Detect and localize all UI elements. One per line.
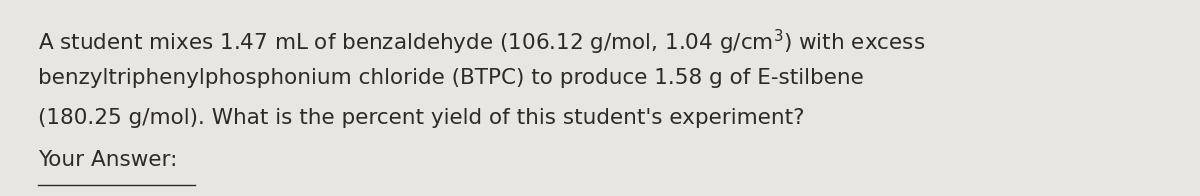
- Text: A student mixes 1.47 mL of benzaldehyde (106.12 g/mol, 1.04 g/cm$^{3}$) with exc: A student mixes 1.47 mL of benzaldehyde …: [38, 28, 925, 57]
- Text: Your Answer:: Your Answer:: [38, 150, 178, 170]
- Text: (180.25 g/mol). What is the percent yield of this student's experiment?: (180.25 g/mol). What is the percent yiel…: [38, 108, 804, 128]
- Text: benzyltriphenylphosphonium chloride (BTPC) to produce 1.58 g of E-stilbene: benzyltriphenylphosphonium chloride (BTP…: [38, 68, 864, 88]
